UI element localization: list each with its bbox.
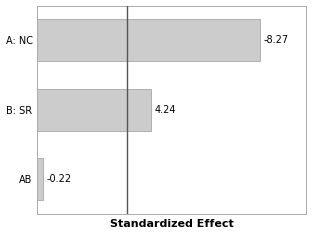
Text: -8.27: -8.27: [263, 35, 288, 45]
Text: -0.22: -0.22: [46, 174, 72, 184]
Text: 4.24: 4.24: [155, 105, 176, 115]
Bar: [37, 20, 260, 61]
Bar: [37, 89, 152, 131]
Bar: [37, 158, 43, 200]
X-axis label: Standardized Effect: Standardized Effect: [110, 219, 234, 229]
